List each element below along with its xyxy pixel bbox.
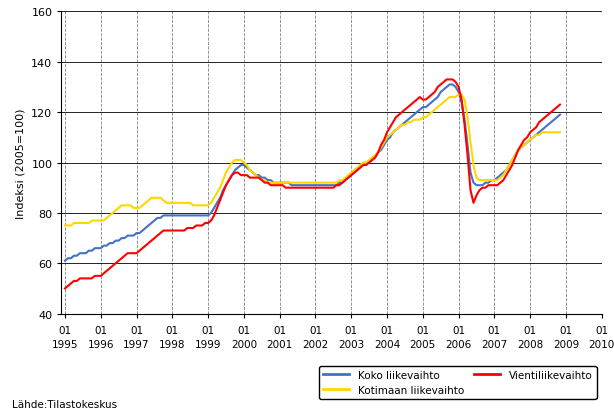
Text: 01: 01 (524, 325, 537, 335)
Text: 01: 01 (201, 325, 215, 335)
Text: 2006: 2006 (446, 339, 472, 349)
Text: Lähde:Tilastokeskus: Lähde:Tilastokeskus (12, 399, 117, 409)
Text: 2010: 2010 (589, 339, 614, 349)
Text: 01: 01 (238, 325, 251, 335)
Text: 1996: 1996 (88, 339, 114, 349)
Text: 01: 01 (309, 325, 322, 335)
Text: 2004: 2004 (374, 339, 400, 349)
Text: 2002: 2002 (302, 339, 328, 349)
Text: 01: 01 (130, 325, 143, 335)
Text: 01: 01 (94, 325, 107, 335)
Text: 2001: 2001 (266, 339, 293, 349)
Text: 01: 01 (273, 325, 286, 335)
Text: 1999: 1999 (195, 339, 222, 349)
Text: 2008: 2008 (517, 339, 543, 349)
Text: 2009: 2009 (553, 339, 579, 349)
Text: 2007: 2007 (481, 339, 508, 349)
Text: 01: 01 (58, 325, 72, 335)
Text: 2005: 2005 (410, 339, 436, 349)
Text: 01: 01 (416, 325, 429, 335)
Y-axis label: Indeksi (2005=100): Indeksi (2005=100) (16, 108, 26, 218)
Text: 1998: 1998 (159, 339, 185, 349)
Text: 01: 01 (381, 325, 394, 335)
Text: 1995: 1995 (52, 339, 78, 349)
Text: 2003: 2003 (338, 339, 364, 349)
Text: 01: 01 (595, 325, 608, 335)
Text: 2000: 2000 (231, 339, 257, 349)
Text: 1997: 1997 (123, 339, 150, 349)
Legend: Koko liikevaihto, Kotimaan liikevaihto, Vientiliikevaihto: Koko liikevaihto, Kotimaan liikevaihto, … (319, 366, 597, 399)
Text: 01: 01 (452, 325, 465, 335)
Text: 01: 01 (559, 325, 572, 335)
Text: 01: 01 (344, 325, 358, 335)
Text: 01: 01 (166, 325, 179, 335)
Text: 01: 01 (488, 325, 501, 335)
